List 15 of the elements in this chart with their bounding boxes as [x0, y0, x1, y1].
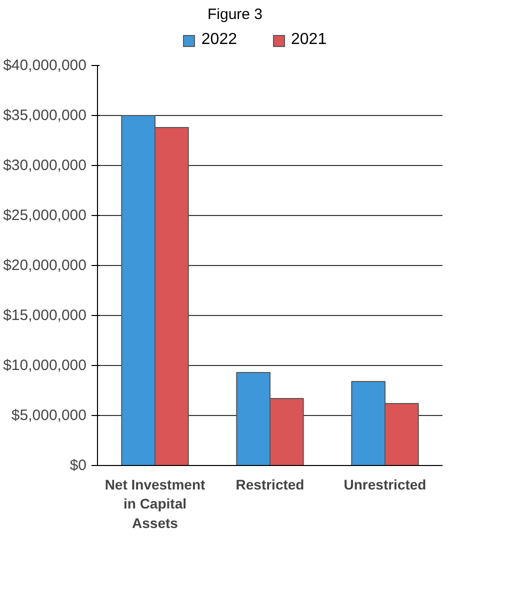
legend-label: 2021 — [291, 31, 327, 48]
legend-label: 2022 — [201, 31, 237, 48]
y-tick-label: $30,000,000 — [3, 156, 87, 174]
y-tick-label: $5,000,000 — [11, 406, 87, 424]
x-tick-label: Unrestricted — [344, 476, 426, 492]
y-tick-label: $15,000,000 — [3, 306, 87, 324]
y-tick-label: $40,000,000 — [3, 56, 87, 74]
y-tick-label: $20,000,000 — [3, 256, 87, 274]
chart-title: Figure 3 — [206, 5, 264, 25]
y-tick-label: $35,000,000 — [3, 106, 87, 124]
y-tick-label: $0 — [70, 456, 87, 474]
x-tick-label: Restricted — [236, 476, 304, 492]
y-tick-label: $10,000,000 — [3, 356, 87, 374]
x-tick-label: Net Investment in Capital Assets — [104, 476, 206, 531]
y-tick-label: $25,000,000 — [3, 206, 87, 224]
